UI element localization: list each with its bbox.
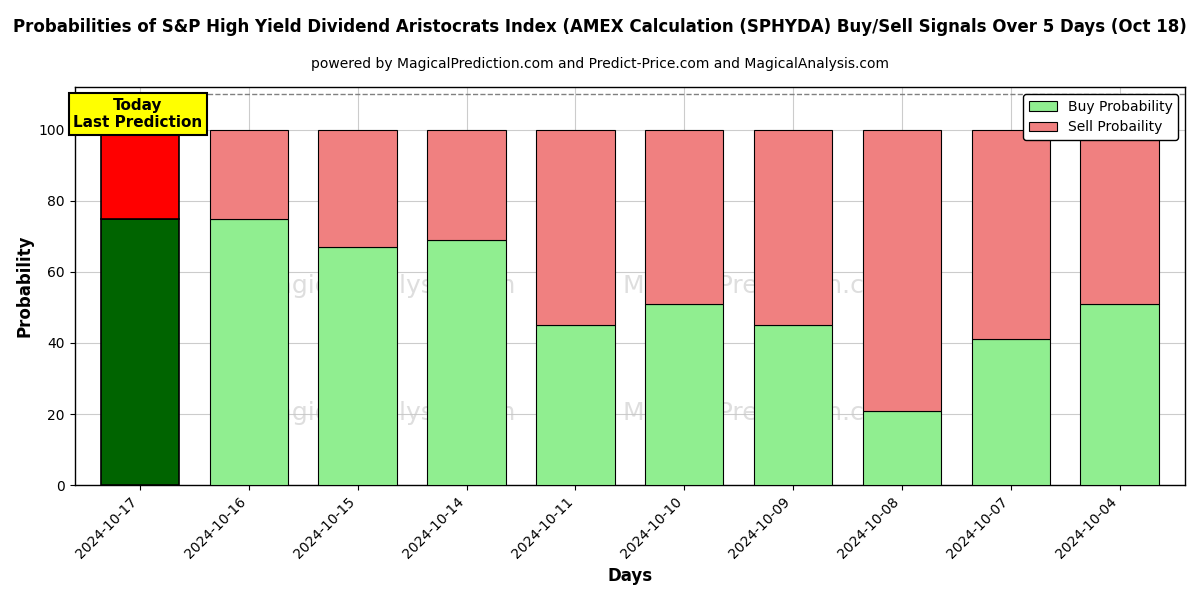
Bar [101,218,179,485]
Text: MagicalPrediction.com: MagicalPrediction.com [623,401,904,425]
Text: MagicalAnalysis.com: MagicalAnalysis.com [256,401,516,425]
Bar [318,130,397,247]
Y-axis label: Probability: Probability [16,235,34,337]
Text: Today
Last Prediction: Today Last Prediction [73,98,203,130]
Bar [1080,130,1159,304]
Legend: Buy Probability, Sell Probaility: Buy Probability, Sell Probaility [1024,94,1178,140]
Bar [1080,304,1159,485]
Bar [863,130,941,410]
Bar [646,130,724,304]
Bar [318,247,397,485]
Bar [972,340,1050,485]
Text: MagicalAnalysis.com: MagicalAnalysis.com [256,274,516,298]
X-axis label: Days: Days [607,567,653,585]
Bar [754,130,833,325]
Text: powered by MagicalPrediction.com and Predict-Price.com and MagicalAnalysis.com: powered by MagicalPrediction.com and Pre… [311,57,889,71]
Bar [863,410,941,485]
Bar [972,130,1050,340]
Bar [427,240,505,485]
Bar [427,130,505,240]
Bar [101,130,179,218]
Bar [536,325,614,485]
Text: MagicalPrediction.com: MagicalPrediction.com [623,274,904,298]
Bar [536,130,614,325]
Text: Probabilities of S&P High Yield Dividend Aristocrats Index (AMEX Calculation (SP: Probabilities of S&P High Yield Dividend… [13,18,1187,36]
Bar [646,304,724,485]
Bar [754,325,833,485]
Bar [210,130,288,218]
Bar [210,218,288,485]
